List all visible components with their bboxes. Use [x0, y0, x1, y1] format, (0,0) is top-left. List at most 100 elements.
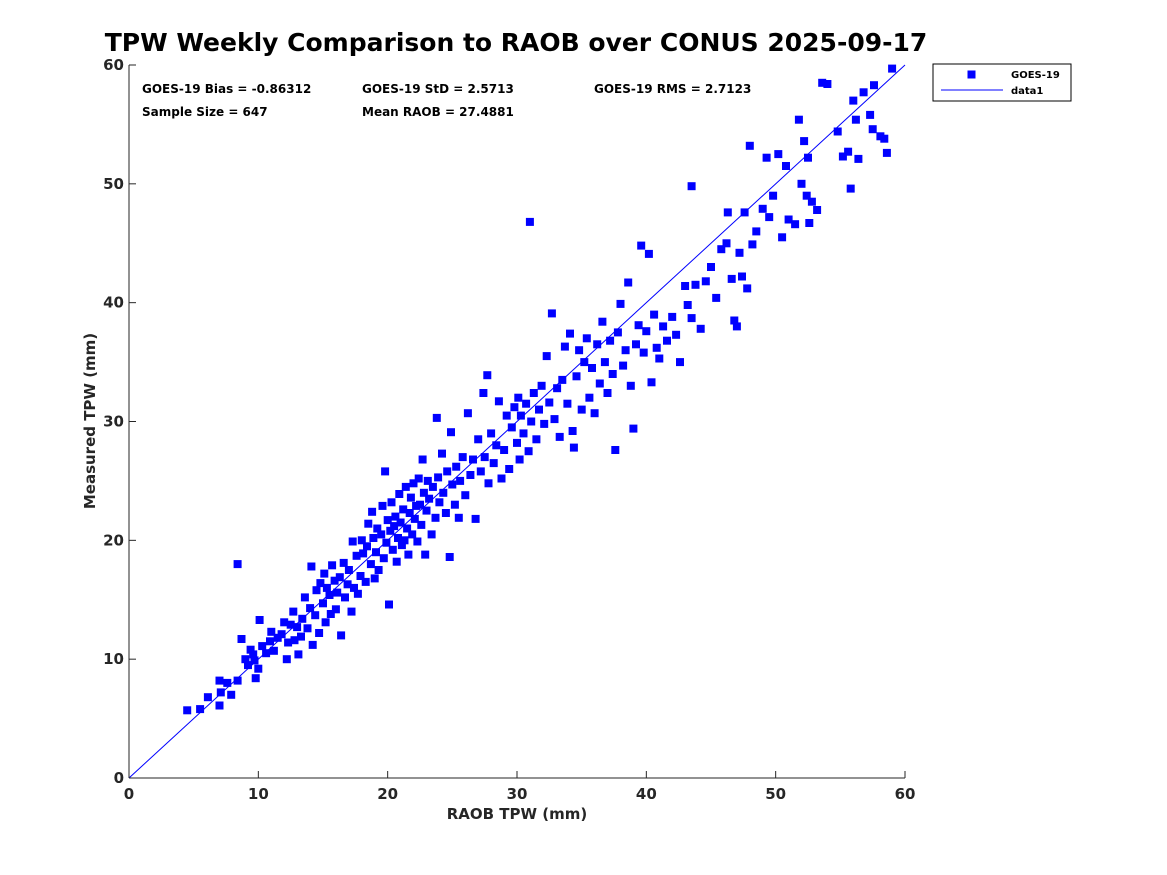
scatter-point — [833, 127, 842, 136]
scatter-point — [619, 361, 628, 370]
scatter-point — [315, 629, 324, 637]
scatter-point — [372, 548, 380, 557]
scatter-point — [463, 409, 472, 418]
scatter-point — [370, 574, 379, 583]
scatter-point — [616, 299, 625, 308]
scatter-point — [335, 573, 344, 582]
scatter-point — [233, 560, 242, 569]
scatter-point — [361, 577, 370, 586]
scatter-point — [400, 536, 409, 545]
scatter-point — [480, 453, 489, 462]
scatter-point — [409, 479, 418, 488]
scatter-point — [540, 419, 549, 428]
scatter-point — [438, 449, 446, 458]
scatter-point — [294, 650, 303, 659]
scatter-point — [290, 636, 299, 645]
scatter-point — [580, 358, 589, 367]
stat-std: GOES-19 StD = 2.5713 — [362, 82, 514, 96]
marks-layer — [128, 64, 906, 779]
scatter-point — [203, 693, 212, 702]
scatter-point — [476, 467, 485, 476]
legend-label-goes19: GOES-19 — [1011, 70, 1060, 81]
scatter-point — [807, 197, 816, 206]
scatter-point — [280, 618, 289, 627]
legend-box — [932, 63, 1072, 102]
scatter-point — [386, 526, 395, 535]
scatter-point — [529, 389, 538, 397]
scatter-point — [368, 507, 377, 516]
scatter-point — [251, 674, 260, 683]
scatter-point — [250, 656, 259, 665]
scatter-point — [416, 500, 424, 509]
y-tick-label: 30 — [103, 413, 124, 431]
scatter-point — [289, 607, 298, 616]
scatter-point — [319, 599, 327, 608]
scatter-point — [593, 340, 602, 349]
scatter-point — [266, 637, 274, 646]
scatter-point — [356, 572, 365, 580]
scatter-point — [769, 191, 778, 200]
scatter-point — [782, 162, 790, 170]
x-tick-label: 20 — [377, 785, 398, 803]
scatter-point — [652, 343, 661, 352]
scatter-point — [431, 513, 440, 522]
scatter-point — [249, 650, 258, 659]
scatter-point — [414, 474, 423, 483]
scatter-point — [366, 560, 375, 569]
scatter-point — [492, 441, 501, 450]
y-axis-label: Measured TPW (mm) — [81, 333, 99, 509]
scatter-point — [681, 282, 690, 290]
scatter-point — [524, 447, 533, 456]
x-tick-label: 40 — [636, 785, 657, 803]
scatter-point — [732, 322, 741, 331]
scatter-point — [527, 417, 536, 426]
scatter-point — [547, 309, 556, 318]
scatter-point — [328, 561, 337, 570]
scatter-point — [642, 327, 651, 336]
scatter-point — [621, 346, 630, 355]
scatter-point — [339, 558, 348, 567]
scatter-point — [608, 370, 617, 378]
scatter-point — [487, 429, 496, 438]
scatter-point — [844, 147, 853, 156]
scatter-point — [357, 536, 366, 545]
scatter-point — [637, 241, 646, 250]
scatter-point — [522, 399, 531, 408]
scatter-point — [585, 393, 594, 402]
chart-title: TPW Weekly Comparison to RAOB over CONUS… — [105, 28, 928, 57]
scatter-point — [870, 81, 878, 90]
scatter-point — [851, 115, 860, 124]
scatter-point — [331, 605, 340, 614]
scatter-point — [730, 316, 739, 325]
scatter-point — [644, 249, 653, 258]
scatter-point — [474, 435, 483, 444]
legend: GOES-19 data1 — [932, 63, 1072, 102]
scatter-point — [322, 583, 331, 592]
scatter-point — [439, 488, 448, 497]
scatter-point — [687, 182, 696, 191]
scatter-point — [647, 378, 656, 387]
scatter-point — [668, 312, 677, 321]
scatter-point — [595, 379, 604, 388]
scatter-point — [383, 516, 392, 525]
scatter-point — [516, 411, 525, 420]
scatter-point — [255, 616, 264, 624]
scatter-point — [282, 655, 291, 664]
scatter-point — [672, 330, 681, 339]
scatter-point — [456, 476, 465, 485]
scatter-point — [846, 184, 855, 193]
scatter-point — [441, 509, 450, 517]
scatter-point — [316, 579, 325, 588]
scatter-point — [598, 317, 607, 326]
scatter-point — [379, 554, 388, 563]
scatter-point — [479, 389, 488, 397]
scatter-point — [326, 610, 335, 618]
scatter-point — [626, 381, 635, 390]
scatter-point — [519, 429, 528, 438]
x-axis-label: RAOB TPW (mm) — [447, 805, 588, 823]
scatter-point — [246, 645, 255, 654]
scatter-point — [447, 428, 455, 437]
scatter-point — [655, 354, 664, 363]
scatter-point — [588, 364, 596, 372]
